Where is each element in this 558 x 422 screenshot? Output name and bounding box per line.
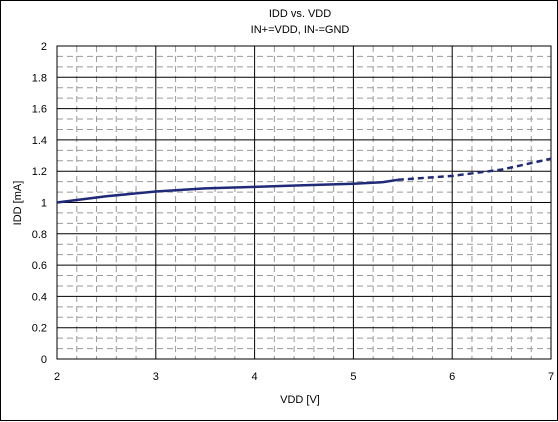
- y-axis-label: IDD [mA]: [12, 181, 24, 226]
- series-layer: [56, 157, 552, 204]
- y-tick-label: 1.2: [32, 166, 47, 178]
- x-tick-labels: 2 3 4 5 6 7: [54, 371, 554, 383]
- x-tick-label: 3: [153, 371, 159, 383]
- y-tick-label: 1.6: [32, 104, 47, 116]
- x-tick-label: 2: [54, 371, 60, 383]
- y-tick-label: 1.4: [32, 135, 47, 147]
- y-tick-label: 0.8: [32, 229, 47, 241]
- y-tick-label: 1: [41, 198, 47, 210]
- grid-minor: [57, 46, 551, 359]
- series-line-dashed: [397, 157, 552, 182]
- y-tick-label: 0: [41, 354, 47, 366]
- grid-major: [56, 45, 552, 360]
- y-tick-label: 2: [41, 41, 47, 53]
- x-tick-label: 5: [350, 371, 356, 383]
- x-tick-label: 6: [449, 371, 455, 383]
- x-axis-label: VDD [V]: [280, 394, 320, 406]
- y-tick-label: 0.6: [32, 260, 47, 272]
- y-tick-label: 0.2: [32, 323, 47, 335]
- chart-title: IDD vs. VDD: [269, 8, 331, 20]
- chart-subtitle: IN+=VDD, IN-=GND: [251, 24, 350, 36]
- x-tick-label: 7: [548, 371, 554, 383]
- y-tick-label: 0.4: [32, 291, 47, 303]
- y-tick-label: 1.8: [32, 72, 47, 84]
- y-tick-labels: 0 0.2 0.4 0.6 0.8 1 1.2 1.4 1.6 1.8 2: [32, 41, 47, 366]
- series-line-solid: [56, 178, 399, 204]
- x-tick-label: 4: [252, 371, 258, 383]
